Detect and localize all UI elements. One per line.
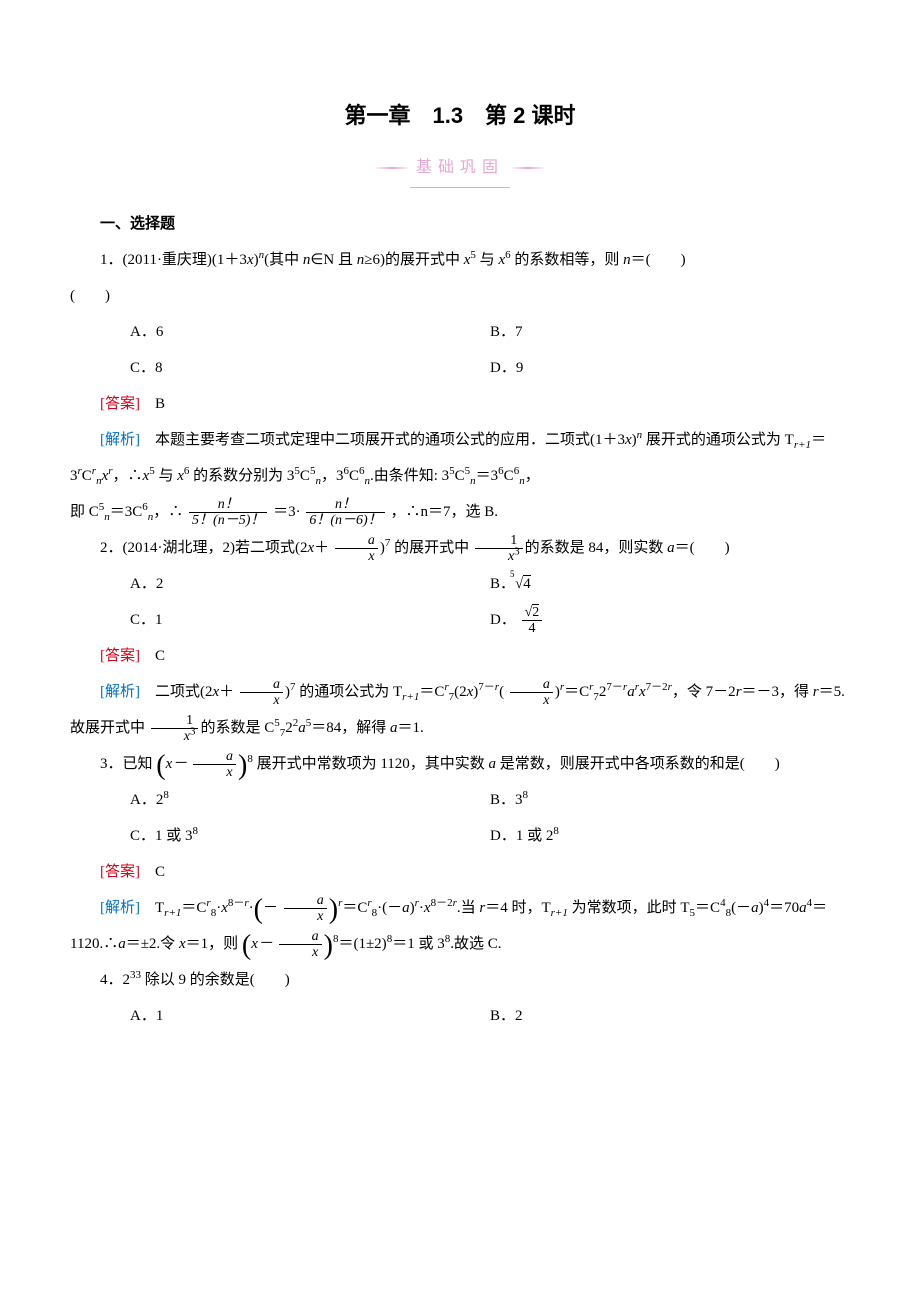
q2-choice-a: A．2 — [130, 566, 490, 602]
analysis-label: [解析] — [100, 900, 140, 916]
q2-choice-b: B．5√4 — [490, 566, 850, 602]
fraction: n！5！(n－5)！ — [189, 497, 267, 529]
q3-stem: 3．已知 (x－ ax)8 展开式中常数项为 1120，其中实数 a 是常数，则… — [70, 746, 850, 782]
q4-choice-b: B．2 — [490, 998, 850, 1034]
q3-analysis: [解析] Tr+1＝Cr8·x8－r·(－ ax)r＝Cr8·(－a)r·x8－… — [70, 890, 850, 962]
q1-choice-c: C．8 — [130, 350, 490, 386]
fraction: ax — [279, 929, 322, 961]
answer-label: [答案] — [100, 648, 140, 664]
q4-stem: 4．233 除以 9 的余数是( ) — [70, 962, 850, 998]
q3-choices-2: C．1 或 38 D．1 或 28 — [70, 818, 850, 854]
q1-analysis: [解析] 本题主要考查二项式定理中二项展开式的通项公式的应用．二项式(1＋3x)… — [70, 422, 850, 494]
q3-choice-d: D．1 或 28 — [490, 818, 850, 854]
q4-choices: A．1 B．2 — [70, 998, 850, 1034]
fraction: ax — [193, 749, 236, 781]
q2-choice-c: C．1 — [130, 602, 490, 638]
fraction: ax — [284, 893, 327, 925]
q2-choices-2: C．1 D． √24 — [70, 602, 850, 638]
section-banner: 基础巩固 — [70, 149, 850, 188]
q1-choice-d: D．9 — [490, 350, 850, 386]
section1-heading: 一、选择题 — [70, 206, 850, 242]
banner-text: 基础巩固 — [410, 149, 510, 188]
q3-choice-a: A．28 — [130, 782, 490, 818]
q1-choice-b: B．7 — [490, 314, 850, 350]
fraction: ax — [510, 677, 553, 709]
q2-analysis: [解析] 二项式(2x＋ ax)7 的通项公式为 Tr+1＝Cr7(2x)7－r… — [70, 674, 850, 746]
q2-choice-d: D． √24 — [490, 602, 850, 638]
q1-analysis-line3: 即 C5n＝3C6n，∴ n！5！(n－5)！ ＝3· n！6！(n－6)！ ，… — [70, 494, 850, 530]
fraction: ax — [240, 677, 283, 709]
q1-blank-paren: ( ) — [70, 278, 850, 314]
q1-answer: [答案] B — [70, 386, 850, 422]
banner-line-left — [374, 167, 410, 169]
analysis-label: [解析] — [100, 432, 140, 448]
banner-line-right — [510, 167, 546, 169]
q1-choices-2: C．8 D．9 — [70, 350, 850, 386]
q2-choices: A．2 B．5√4 — [70, 566, 850, 602]
q2-stem: 2．(2014·湖北理，2)若二项式(2x＋ ax)7 的展开式中 1x3的系数… — [70, 530, 850, 566]
fraction: ax — [335, 533, 378, 565]
q3-choice-b: B．38 — [490, 782, 850, 818]
fraction: 1x3 — [475, 533, 523, 565]
fraction: √24 — [522, 605, 543, 637]
fraction: n！6！(n－6)！ — [306, 497, 384, 529]
q1-choices: A．6 B．7 — [70, 314, 850, 350]
q3-choices: A．28 B．38 — [70, 782, 850, 818]
radical-icon: 5√4 — [515, 566, 531, 602]
q3-choice-c: C．1 或 38 — [130, 818, 490, 854]
q4-choice-a: A．1 — [130, 998, 490, 1034]
q1-choice-a: A．6 — [130, 314, 490, 350]
fraction: 1x3 — [151, 713, 199, 745]
answer-label: [答案] — [100, 396, 140, 412]
analysis-label: [解析] — [100, 684, 140, 700]
q1-stem: 1．(2011·重庆理)(1＋3x)n(其中 n∈N 且 n≥6)的展开式中 x… — [70, 242, 850, 278]
q3-answer: [答案] C — [70, 854, 850, 890]
q2-answer: [答案] C — [70, 638, 850, 674]
chapter-title: 第一章 1.3 第 2 课时 — [70, 90, 850, 143]
answer-label: [答案] — [100, 864, 140, 880]
